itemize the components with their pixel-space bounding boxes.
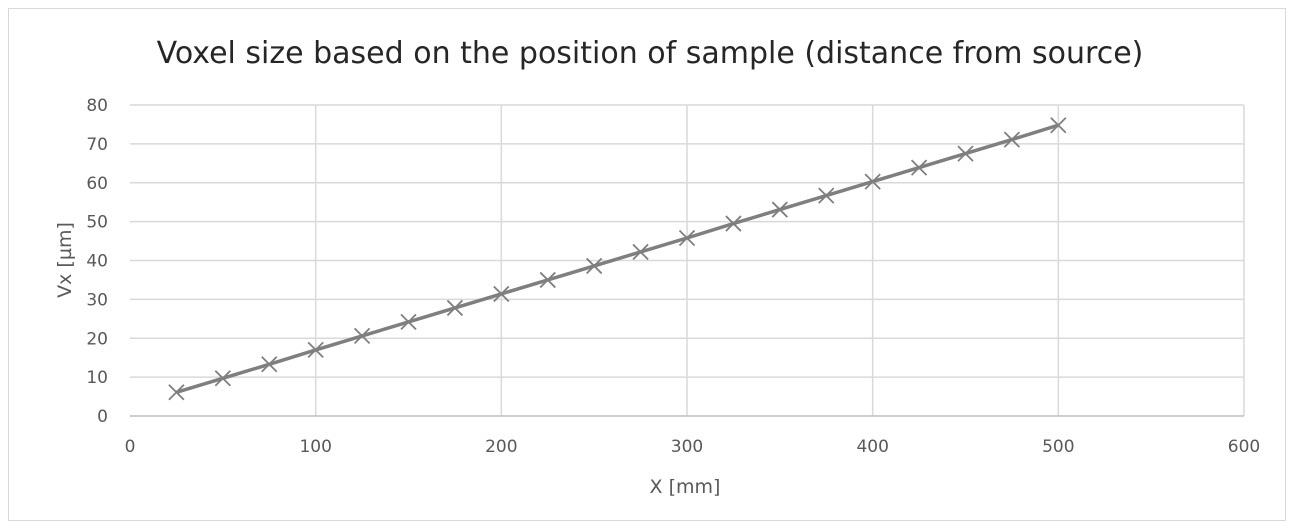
data-point-marker xyxy=(400,313,417,331)
x-tick-label: 500 xyxy=(1042,437,1074,457)
data-point-marker xyxy=(818,187,835,204)
y-tick-label: 40 xyxy=(86,252,108,272)
y-tick-label: 80 xyxy=(86,96,108,116)
data-point-marker xyxy=(678,229,696,247)
data-point-marker xyxy=(493,285,510,303)
data-point-marker xyxy=(586,257,603,275)
data-point-marker xyxy=(214,370,231,387)
data-point-marker xyxy=(307,341,324,359)
y-tick-label: 0 xyxy=(97,407,108,427)
y-tick-label: 10 xyxy=(86,368,108,388)
x-tick-label: 400 xyxy=(856,437,888,457)
data-point-marker xyxy=(261,356,278,373)
data-point-marker xyxy=(539,271,556,289)
x-axis-label: X [mm] xyxy=(650,476,721,498)
y-tick-label: 70 xyxy=(86,135,108,155)
y-axis-label: Vx [µm] xyxy=(54,222,76,298)
series-line xyxy=(175,123,1059,394)
x-tick-label: 200 xyxy=(485,437,517,457)
data-series xyxy=(168,117,1067,401)
x-tick-label: 300 xyxy=(671,437,703,457)
x-tick-label: 100 xyxy=(299,437,331,457)
data-point-marker xyxy=(771,201,788,218)
x-tick-label: 0 xyxy=(125,437,136,457)
data-point-marker xyxy=(353,327,371,345)
x-tick-label: 600 xyxy=(1228,437,1260,457)
chart-frame xyxy=(8,8,1286,521)
tick-labels: 0 10 20 30 40 50 60 70 80 0 100 200 300 400 500 600 xyxy=(86,96,1260,457)
y-tick-label: 50 xyxy=(86,213,108,233)
y-tick-label: 20 xyxy=(86,329,108,349)
y-tick-label: 60 xyxy=(86,174,108,194)
data-point-marker xyxy=(168,384,185,401)
data-point-marker xyxy=(1050,117,1067,134)
data-point-marker xyxy=(446,299,464,317)
y-tick-label: 30 xyxy=(86,290,108,310)
chart-title: Voxel size based on the position of samp… xyxy=(157,36,1144,71)
data-point-marker xyxy=(957,145,974,162)
data-point-marker xyxy=(725,215,742,232)
data-point-marker xyxy=(910,159,928,176)
data-point-marker xyxy=(1003,131,1021,148)
grid-lines xyxy=(130,104,1245,416)
data-point-marker xyxy=(864,173,881,190)
data-point-marker xyxy=(632,243,649,261)
